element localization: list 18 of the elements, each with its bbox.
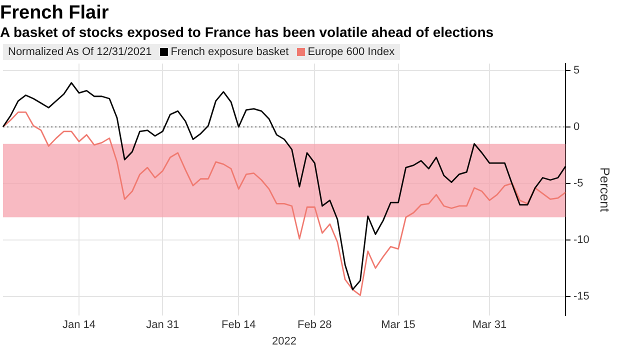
x-tick-label: Mar 31: [472, 319, 507, 332]
y-tick-label: -15: [574, 290, 590, 302]
x-axis-title: 2022: [272, 335, 296, 348]
y-tick-label: -5: [574, 177, 584, 190]
legend-label: French exposure basket: [170, 46, 289, 58]
x-tick-label: Jan 14: [62, 319, 96, 332]
legend-label: Europe 600 Index: [308, 46, 395, 58]
x-tick-label: Mar 15: [381, 319, 416, 332]
y-tick-label: 0: [574, 120, 580, 133]
x-tick-label: Feb 28: [298, 319, 332, 332]
y-axis-title: Percent: [598, 167, 613, 212]
y-tick-label: 5: [574, 64, 580, 76]
x-tick-label: Feb 14: [222, 319, 256, 332]
chart-subtitle: A basket of stocks exposed to France has been volatile ahead of elections: [0, 24, 494, 40]
legend-title: Normalized As Of 12/31/2021: [8, 46, 152, 58]
y-tick-label: -10: [574, 234, 590, 246]
x-tick-label: Jan 31: [146, 319, 180, 332]
chart-title: French Flair: [0, 2, 110, 24]
